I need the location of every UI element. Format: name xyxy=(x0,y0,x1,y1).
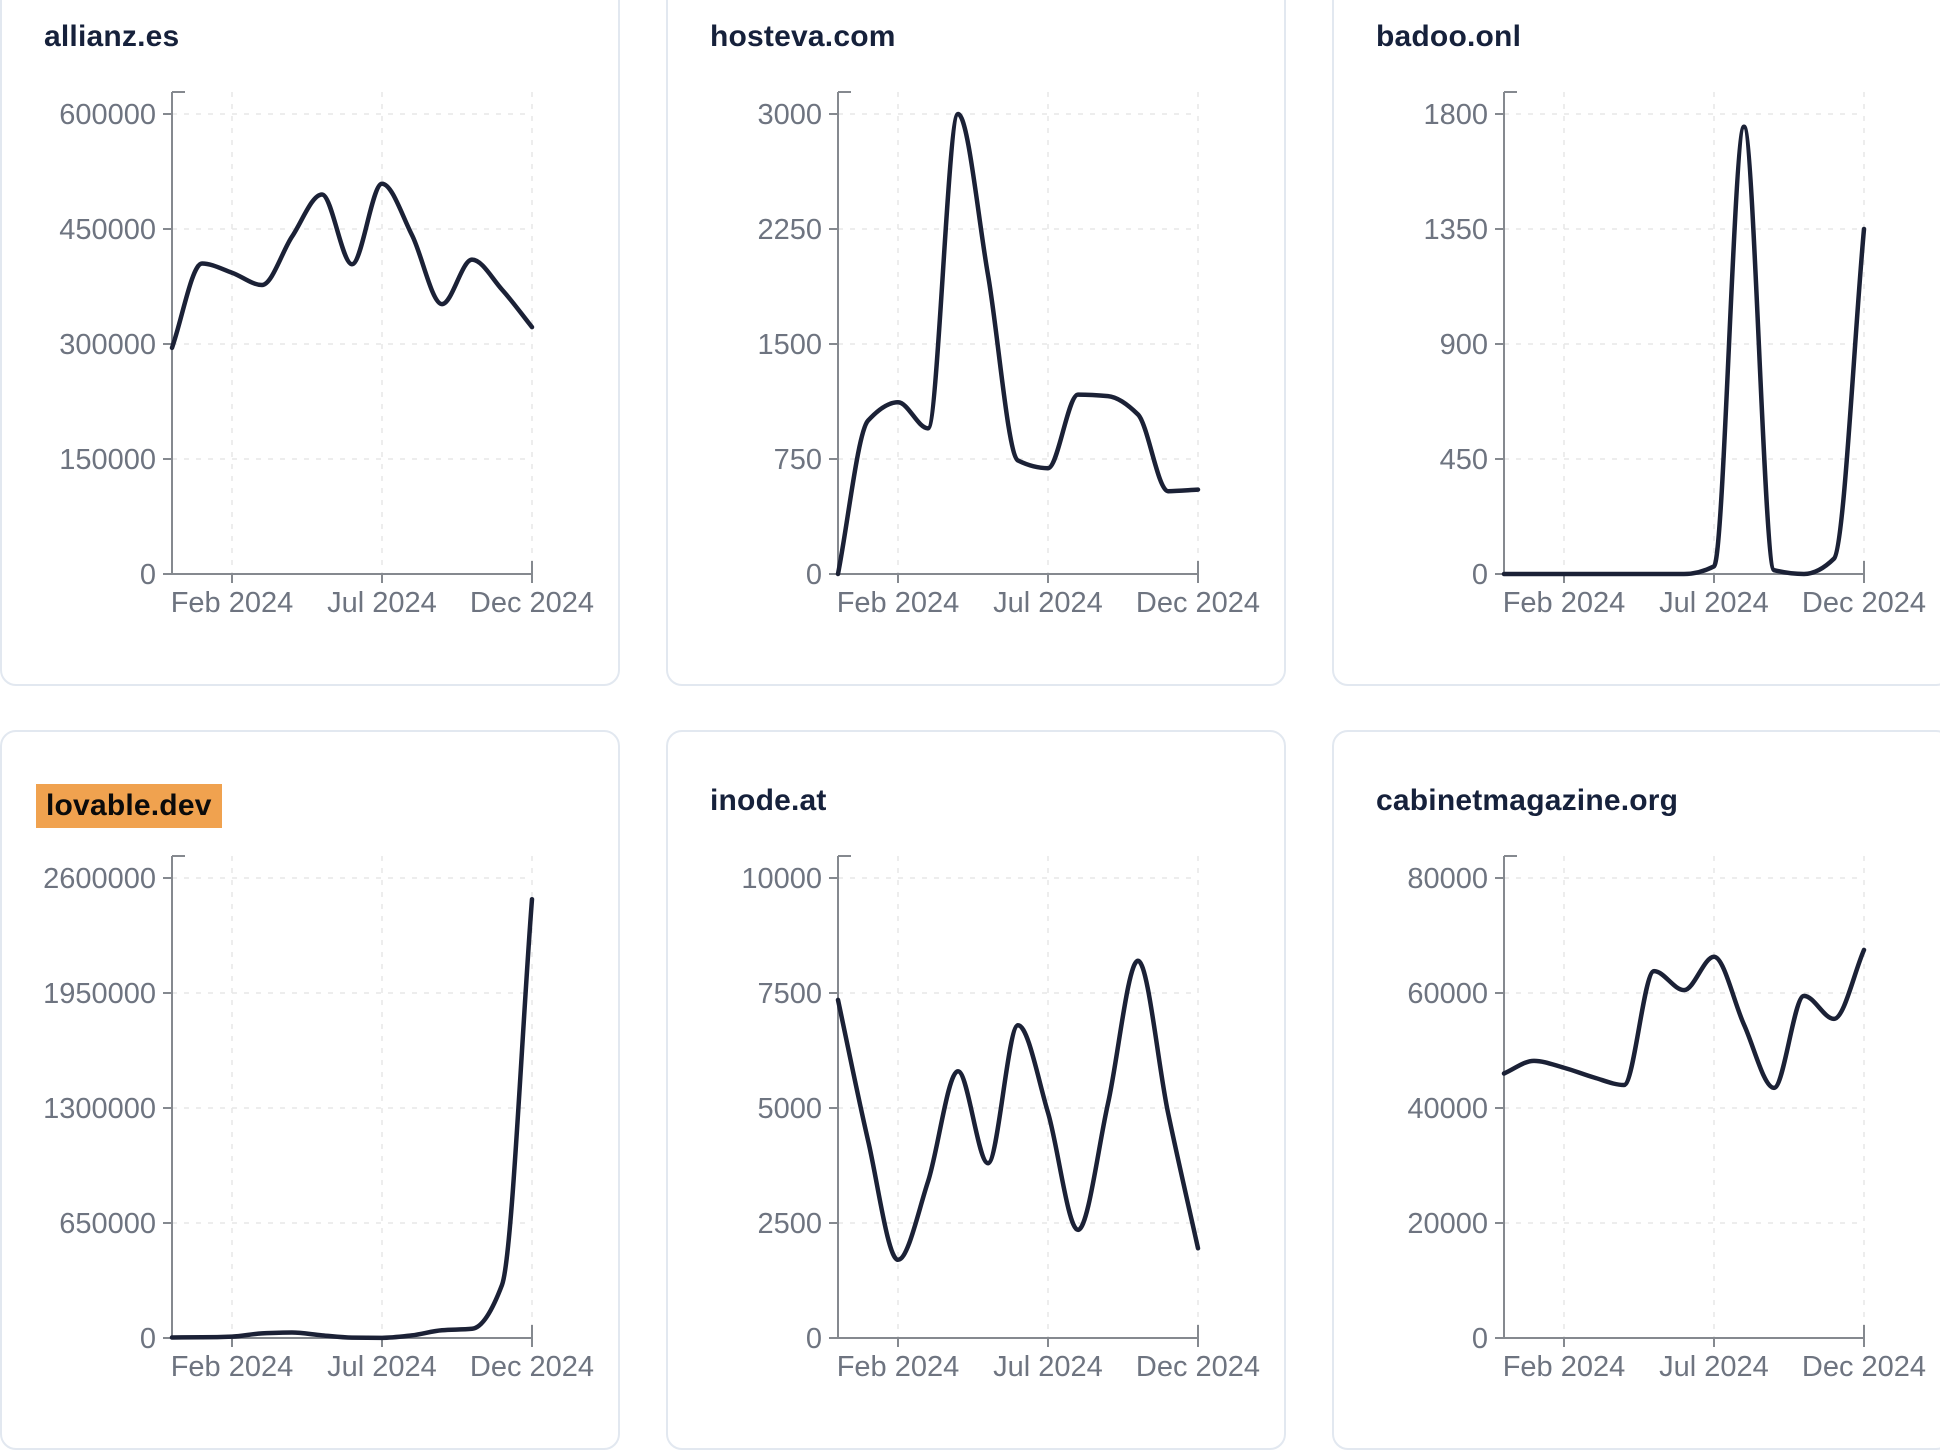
traffic-line-chart[interactable]: 0 750 1500 2250 3000 Feb 2024 Jul 2024 Dec 2024 xyxy=(668,54,1288,629)
domain-title-text: hosteva.com xyxy=(710,20,896,53)
x-tick-label: Feb 2024 xyxy=(171,587,294,619)
domain-title-text: cabinetmagazine.org xyxy=(1376,784,1679,817)
y-tick-label: 1950000 xyxy=(43,978,156,1010)
x-tick-label: Dec 2024 xyxy=(1802,587,1926,619)
y-tick-label: 900 xyxy=(1440,329,1488,361)
y-tick-label: 450000 xyxy=(59,214,156,246)
y-tick-label: 7500 xyxy=(757,978,822,1010)
domain-chart-card-cabinetmagazine-org: cabinetmagazine.org 0 20000 40000 60000 8000… xyxy=(1332,730,1940,1450)
x-tick-label: Jul 2024 xyxy=(993,1351,1103,1383)
traffic-line-chart[interactable]: 0 20000 40000 60000 80000 Feb 2024 Jul 2024 Dec… xyxy=(1334,818,1940,1393)
y-tick-label: 3000 xyxy=(757,99,822,131)
axes: 0 20000 40000 60000 80000 Feb 2024 Jul 2024 Dec… xyxy=(1407,855,1926,1383)
domain-title: hosteva.com xyxy=(710,20,1284,54)
axes: 0 450 900 1350 1800 Feb 2024 Jul 2024 Dec 2024 xyxy=(1423,91,1926,619)
axes: 0 750 1500 2250 3000 Feb 2024 Jul 2024 Dec 2024 xyxy=(757,91,1260,619)
y-tick-label: 1800 xyxy=(1423,99,1488,131)
axes: 0 2500 5000 7500 10000 Feb 2024 Jul 2024 Dec 20… xyxy=(741,855,1260,1383)
x-tick-label: Dec 2024 xyxy=(1136,1351,1260,1383)
domain-title: badoo.onl xyxy=(1376,20,1940,54)
y-tick-label: 0 xyxy=(1472,559,1488,591)
gridlines xyxy=(1504,856,1865,1338)
traffic-line-chart[interactable]: 0 650000 1300000 1950000 2600000 Feb 2024 Jul … xyxy=(2,818,622,1393)
traffic-line[interactable] xyxy=(1501,947,1867,1091)
y-tick-label: 2250 xyxy=(757,214,822,246)
x-tick-label: Jul 2024 xyxy=(1659,1351,1769,1383)
y-tick-label: 150000 xyxy=(59,444,156,476)
y-tick-label: 0 xyxy=(806,559,822,591)
domain-title: lovable.dev xyxy=(36,784,618,828)
domain-chart-card-lovable-dev: lovable.dev 0 650000 1300000 1950000 2600000… xyxy=(0,730,620,1450)
y-tick-label: 0 xyxy=(806,1323,822,1355)
gridlines xyxy=(172,92,533,574)
y-tick-label: 450 xyxy=(1440,444,1488,476)
axes: 0 150000 300000 450000 600000 Feb 2024 Jul 202… xyxy=(59,91,594,619)
y-tick-label: 60000 xyxy=(1407,978,1488,1010)
y-tick-label: 600000 xyxy=(59,99,156,131)
y-tick-label: 5000 xyxy=(757,1093,822,1125)
domain-title: allianz.es xyxy=(44,20,618,54)
domain-title-text: inode.at xyxy=(710,784,827,817)
x-tick-label: Dec 2024 xyxy=(470,1351,594,1383)
gridlines xyxy=(838,856,1199,1338)
domain-title-text: badoo.onl xyxy=(1376,20,1522,53)
y-tick-label: 0 xyxy=(1472,1323,1488,1355)
y-tick-label: 2500 xyxy=(757,1208,822,1240)
x-tick-label: Feb 2024 xyxy=(1503,587,1626,619)
x-tick-label: Dec 2024 xyxy=(1136,587,1260,619)
traffic-line-chart[interactable]: 0 450 900 1350 1800 Feb 2024 Jul 2024 Dec 2024 xyxy=(1334,54,1940,629)
x-tick-label: Feb 2024 xyxy=(837,587,960,619)
x-tick-label: Dec 2024 xyxy=(470,587,594,619)
y-tick-label: 20000 xyxy=(1407,1208,1488,1240)
traffic-line-chart[interactable]: 0 150000 300000 450000 600000 Feb 2024 Jul 202… xyxy=(2,54,622,629)
x-tick-label: Feb 2024 xyxy=(1503,1351,1626,1383)
gridlines xyxy=(172,856,533,1338)
y-tick-label: 750 xyxy=(774,444,822,476)
y-tick-label: 650000 xyxy=(59,1208,156,1240)
x-tick-label: Jul 2024 xyxy=(327,587,437,619)
traffic-line[interactable] xyxy=(1501,124,1867,577)
traffic-line[interactable] xyxy=(835,958,1201,1263)
y-tick-label: 1350 xyxy=(1423,214,1488,246)
axes: 0 650000 1300000 1950000 2600000 Feb 2024 Jul … xyxy=(43,855,594,1383)
y-tick-label: 80000 xyxy=(1407,863,1488,895)
x-tick-label: Feb 2024 xyxy=(171,1351,294,1383)
y-tick-label: 300000 xyxy=(59,329,156,361)
highlighted-domain-title-text: lovable.dev xyxy=(36,784,222,828)
y-tick-label: 1300000 xyxy=(43,1093,156,1125)
x-tick-label: Jul 2024 xyxy=(1659,587,1769,619)
y-tick-label: 1500 xyxy=(757,329,822,361)
domain-chart-card-allianz-es: allianz.es 0 150000 300000 450000 600000 Feb … xyxy=(0,0,620,686)
traffic-line[interactable] xyxy=(169,181,535,351)
y-tick-label: 10000 xyxy=(741,863,822,895)
y-tick-label: 0 xyxy=(140,1323,156,1355)
domain-title: cabinetmagazine.org xyxy=(1376,784,1940,818)
y-tick-label: 40000 xyxy=(1407,1093,1488,1125)
domain-title-text: allianz.es xyxy=(44,20,180,53)
domain-chart-card-hosteva-com: hosteva.com 0 750 1500 2250 3000 Feb 2024 Jul … xyxy=(666,0,1286,686)
domain-chart-card-inode-at: inode.at 0 2500 5000 7500 10000 Feb 2024 Jul 2… xyxy=(666,730,1286,1450)
x-tick-label: Jul 2024 xyxy=(993,587,1103,619)
traffic-line[interactable] xyxy=(169,896,535,1341)
gridlines xyxy=(1504,92,1865,574)
traffic-line[interactable] xyxy=(835,111,1201,577)
domain-chart-card-badoo-onl: badoo.onl 0 450 900 1350 1800 Feb 2024 Jul 202… xyxy=(1332,0,1940,686)
y-tick-label: 2600000 xyxy=(43,863,156,895)
domain-title: inode.at xyxy=(710,784,1284,818)
x-tick-label: Feb 2024 xyxy=(837,1351,960,1383)
x-tick-label: Dec 2024 xyxy=(1802,1351,1926,1383)
traffic-line-chart[interactable]: 0 2500 5000 7500 10000 Feb 2024 Jul 2024 Dec 20… xyxy=(668,818,1288,1393)
x-tick-label: Jul 2024 xyxy=(327,1351,437,1383)
gridlines xyxy=(838,92,1199,574)
y-tick-label: 0 xyxy=(140,559,156,591)
